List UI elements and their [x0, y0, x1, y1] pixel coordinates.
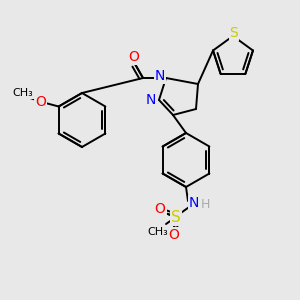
Text: CH₃: CH₃ — [148, 227, 168, 237]
Text: O: O — [154, 202, 165, 216]
Text: N: N — [189, 196, 199, 210]
Text: H: H — [200, 199, 210, 212]
Text: N: N — [146, 93, 156, 107]
Text: N: N — [155, 69, 165, 83]
Text: O: O — [169, 228, 179, 242]
Text: CH₃: CH₃ — [12, 88, 33, 98]
Text: S: S — [230, 26, 238, 40]
Text: O: O — [129, 50, 140, 64]
Text: O: O — [35, 94, 46, 109]
Text: S: S — [171, 209, 181, 224]
